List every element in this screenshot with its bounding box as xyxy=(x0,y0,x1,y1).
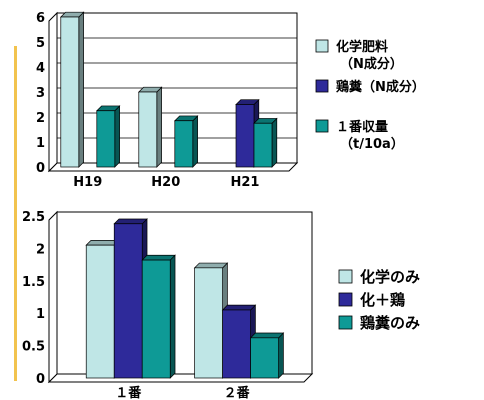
side-wall xyxy=(48,210,58,384)
y-tick-label: 1.5 xyxy=(22,275,45,290)
bar xyxy=(59,11,85,168)
x-tick-label: H20 xyxy=(151,175,180,190)
legend-swatch xyxy=(315,119,329,133)
bar-front xyxy=(253,122,273,168)
x-tick-label: H19 xyxy=(73,175,102,190)
legend-label: 鶏糞のみ xyxy=(360,314,420,332)
legend-label: 化学肥料 xyxy=(336,39,388,55)
bar-front xyxy=(85,244,115,379)
legend-swatch xyxy=(315,39,329,53)
bar-front xyxy=(141,259,171,379)
bar-top xyxy=(221,304,257,311)
bar xyxy=(193,262,229,379)
bar-side xyxy=(192,115,198,168)
bar xyxy=(253,117,278,168)
bar-top xyxy=(193,262,229,269)
x-tick-label: １番 xyxy=(115,385,142,400)
legend-swatch xyxy=(338,269,353,284)
y-tick-label: 1 xyxy=(36,307,45,322)
x-tick-label: ２番 xyxy=(224,385,251,400)
legend-label: （t/10a） xyxy=(340,136,404,152)
bar-front xyxy=(138,91,158,168)
legend-label: １番収量 xyxy=(336,119,388,135)
bar-side xyxy=(156,86,162,168)
chart-top: 0 1 2 3 4 5 6 H19 H20 H21 化学肥料（N成分） 鶏糞（N成分） １番収量（t/1… xyxy=(36,11,425,190)
legend-label: 化＋鶏 xyxy=(360,291,405,309)
bar-side xyxy=(78,11,84,168)
bar xyxy=(249,332,285,379)
legend-swatch xyxy=(315,79,329,93)
accent-bar xyxy=(14,46,17,381)
y-tick-label: 2 xyxy=(36,111,45,126)
x-tick-label: H21 xyxy=(231,175,260,190)
bar xyxy=(137,86,163,168)
y-tick-label: 6 xyxy=(36,11,45,26)
y-tick-label: 5 xyxy=(36,36,45,51)
legend-label: 鶏糞（N成分） xyxy=(336,79,425,95)
y-tick-label: 1 xyxy=(36,136,45,151)
y-tick-label: 2.5 xyxy=(22,210,45,225)
y-tick-label: 0.5 xyxy=(22,340,45,355)
y-tick-label: 2 xyxy=(36,242,45,257)
bar-side xyxy=(169,254,176,379)
bar-side xyxy=(114,105,120,168)
bar xyxy=(95,105,121,168)
bar-front xyxy=(60,16,80,168)
bar-top xyxy=(249,332,285,339)
bar xyxy=(141,254,176,379)
legend: 化学肥料（N成分） 鶏糞（N成分） １番収量（t/10a） xyxy=(315,39,425,152)
bar-top xyxy=(113,218,148,225)
y-tick-label: 0 xyxy=(36,372,45,387)
legend-swatch xyxy=(338,315,353,330)
y-tick-label: 3 xyxy=(36,86,45,101)
y-tick-label: 4 xyxy=(36,61,45,76)
bar-front xyxy=(250,337,279,379)
bar-side xyxy=(271,117,278,168)
side-wall xyxy=(48,11,58,173)
y-tick-label: 0 xyxy=(36,161,45,176)
bar-front xyxy=(174,120,194,168)
legend-label: （N成分） xyxy=(340,56,403,72)
bar-top xyxy=(141,254,176,261)
bar-front xyxy=(235,104,255,168)
bar-front xyxy=(96,110,116,168)
legend-label: 化学のみ xyxy=(360,268,420,286)
legend-swatch xyxy=(338,292,353,307)
bar xyxy=(173,115,199,168)
bar-front xyxy=(222,309,251,379)
bar-front xyxy=(113,223,143,379)
bar-front xyxy=(194,267,223,379)
bar-side xyxy=(278,332,284,379)
